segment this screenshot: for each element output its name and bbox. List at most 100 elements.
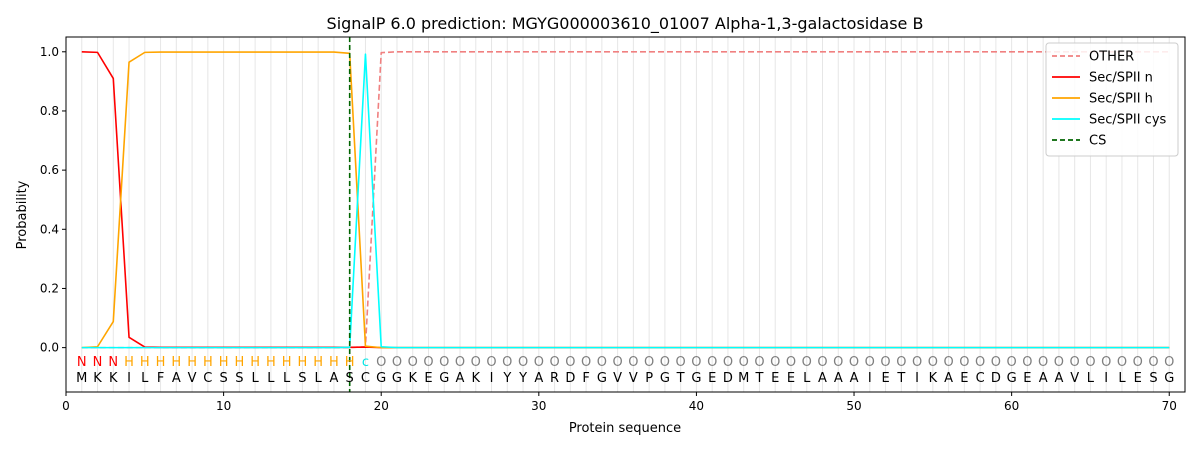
- annotation-letter: O: [1164, 355, 1174, 370]
- sequence-letter: I: [868, 371, 872, 386]
- annotation-letter: O: [770, 355, 780, 370]
- sequence-letter: A: [850, 371, 859, 386]
- annotation-letter: O: [597, 355, 607, 370]
- annotation-letter: N: [77, 355, 87, 370]
- sequence-letter: E: [1023, 371, 1031, 386]
- sequence-letter: A: [818, 371, 827, 386]
- y-tick-label: 0.8: [40, 104, 59, 118]
- sequence-letter: A: [329, 371, 338, 386]
- annotation-letter: O: [376, 355, 386, 370]
- series-other-line: [81, 50, 1170, 349]
- y-tick-label: 0.4: [40, 222, 59, 236]
- annotation-letter: H: [124, 355, 134, 370]
- sequence-letter: K: [93, 371, 102, 386]
- sequence-letter: L: [283, 371, 291, 386]
- sequence-letter: E: [771, 371, 779, 386]
- annotation-letter: O: [1117, 355, 1127, 370]
- annotation-letter: H: [140, 355, 150, 370]
- sequence-letter: K: [472, 371, 481, 386]
- y-axis-label: Probability: [15, 180, 30, 249]
- series-lines: [81, 37, 1170, 392]
- sequence-letter: G: [691, 371, 701, 386]
- sequence-letter: R: [550, 371, 559, 386]
- sequence-letter: L: [267, 371, 275, 386]
- annotation-letter: H: [298, 355, 308, 370]
- series-sec-spii-n-line: [81, 50, 1170, 349]
- annotation-letter: N: [108, 355, 118, 370]
- sequence-letter: V: [188, 371, 197, 386]
- annotation-letter: O: [707, 355, 717, 370]
- sequence-letter: E: [708, 371, 716, 386]
- annotation-letter: O: [1054, 355, 1064, 370]
- sequence-letter: D: [991, 371, 1001, 386]
- sequence-letter: E: [960, 371, 968, 386]
- sequence-letter: S: [346, 371, 354, 386]
- annotation-letter: O: [959, 355, 969, 370]
- sequence-letter: G: [1164, 371, 1174, 386]
- sequence-letter: A: [172, 371, 181, 386]
- sequence-letter: V: [613, 371, 622, 386]
- sequence-letter: Y: [502, 371, 511, 386]
- annotation-letter: H: [250, 355, 260, 370]
- x-tick-label: 0: [62, 399, 70, 413]
- sequence-letter: L: [315, 371, 323, 386]
- y-tick-label: 0.0: [40, 341, 59, 355]
- sequence-letter: E: [424, 371, 432, 386]
- legend-box: [1045, 42, 1179, 157]
- annotation-letter: O: [880, 355, 890, 370]
- annotation-letter: O: [817, 355, 827, 370]
- annotation-letter: H: [234, 355, 244, 370]
- sequence-letter: K: [109, 371, 118, 386]
- sequence-letter: T: [676, 371, 685, 386]
- x-tick-label: 70: [1162, 399, 1177, 413]
- annotation-letter: O: [392, 355, 402, 370]
- annotation-letter: O: [896, 355, 906, 370]
- annotation-letter: O: [423, 355, 433, 370]
- sequence-letter: L: [141, 371, 149, 386]
- annotation-letter: O: [1148, 355, 1158, 370]
- x-tick-label: 30: [531, 399, 546, 413]
- annotation-letter: O: [486, 355, 496, 370]
- annotation-letter: O: [439, 355, 449, 370]
- annotation-letter: O: [739, 355, 749, 370]
- annotation-letter: c: [362, 355, 369, 370]
- annotation-letter: O: [518, 355, 528, 370]
- annotation-letter: H: [219, 355, 229, 370]
- sequence-letter: V: [629, 371, 638, 386]
- annotation-letter: O: [802, 355, 812, 370]
- annotation-letter: O: [676, 355, 686, 370]
- annotation-letter: O: [408, 355, 418, 370]
- legend: OTHER Sec/SPII n Sec/SPII h Sec/SPII cys CS: [1045, 42, 1179, 157]
- y-tick-label: 1.0: [40, 45, 59, 59]
- sequence-letter: A: [1054, 371, 1063, 386]
- sequence-letter: G: [376, 371, 386, 386]
- sequence-letter: S: [298, 371, 306, 386]
- annotation-letter: O: [833, 355, 843, 370]
- sequence-letter: A: [456, 371, 465, 386]
- annotation-letter: O: [1133, 355, 1143, 370]
- sequence-letter: E: [881, 371, 889, 386]
- sequence-letter: I: [127, 371, 131, 386]
- annotation-letter: H: [313, 355, 323, 370]
- sequence-letter: G: [660, 371, 670, 386]
- annotation-letter: H: [156, 355, 166, 370]
- sequence-letter: G: [392, 371, 402, 386]
- annotation-letter: H: [282, 355, 292, 370]
- sequence-letter: L: [252, 371, 260, 386]
- legend-label: Sec/SPII cys: [1089, 113, 1167, 128]
- sequence-letter: F: [157, 371, 164, 386]
- annotation-letter: O: [628, 355, 638, 370]
- annotation-letter: O: [565, 355, 575, 370]
- sequence-letter: V: [1070, 371, 1079, 386]
- sequence-letter: E: [1134, 371, 1142, 386]
- y-tick-label: 0.2: [40, 281, 59, 295]
- sequence-letter: I: [1104, 371, 1108, 386]
- annotation-letter: O: [786, 355, 796, 370]
- annotation-letter: H: [203, 355, 213, 370]
- annotation-letter: O: [865, 355, 875, 370]
- sequence-letter: Y: [518, 371, 527, 386]
